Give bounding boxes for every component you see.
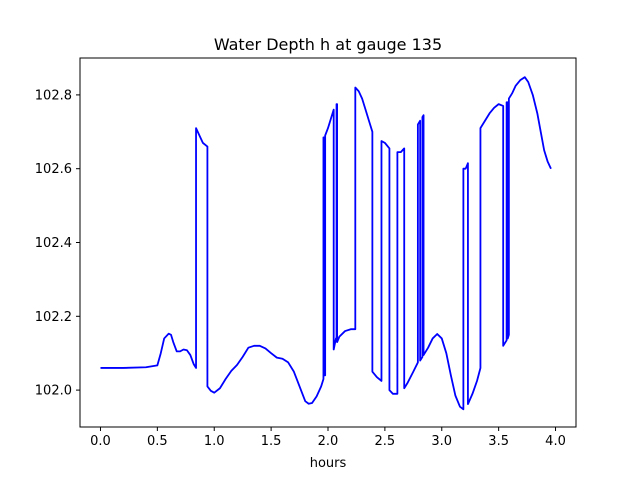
x-tick-label: 0.5 [147, 434, 168, 449]
plot-area [100, 76, 552, 411]
y-tick-label: 102.0 [35, 384, 72, 399]
axes: 0.0 0.5 1.0 1.5 2.0 2.5 3.0 3.5 4.0 102.0 102.2 102… [35, 57, 577, 449]
y-tick-label: 102.2 [35, 310, 72, 325]
x-tick-label: 2.0 [318, 434, 339, 449]
x-tick-label: 4.0 [545, 434, 566, 449]
chart-title: Water Depth h at gauge 135 [214, 35, 442, 54]
x-tick-label: 0.0 [90, 434, 111, 449]
y-tick-label: 102.6 [35, 162, 72, 177]
x-tick-label: 3.0 [431, 434, 452, 449]
y-tick-label: 102.4 [35, 236, 72, 251]
x-tick-label: 2.5 [375, 434, 396, 449]
x-axis-label: hours [310, 456, 347, 471]
x-tick-label: 1.5 [261, 434, 282, 449]
y-tick-label: 102.8 [35, 88, 72, 103]
x-tick-label: 3.5 [488, 434, 509, 449]
x-tick-label: 1.0 [204, 434, 225, 449]
series-line-0 [100, 76, 552, 411]
